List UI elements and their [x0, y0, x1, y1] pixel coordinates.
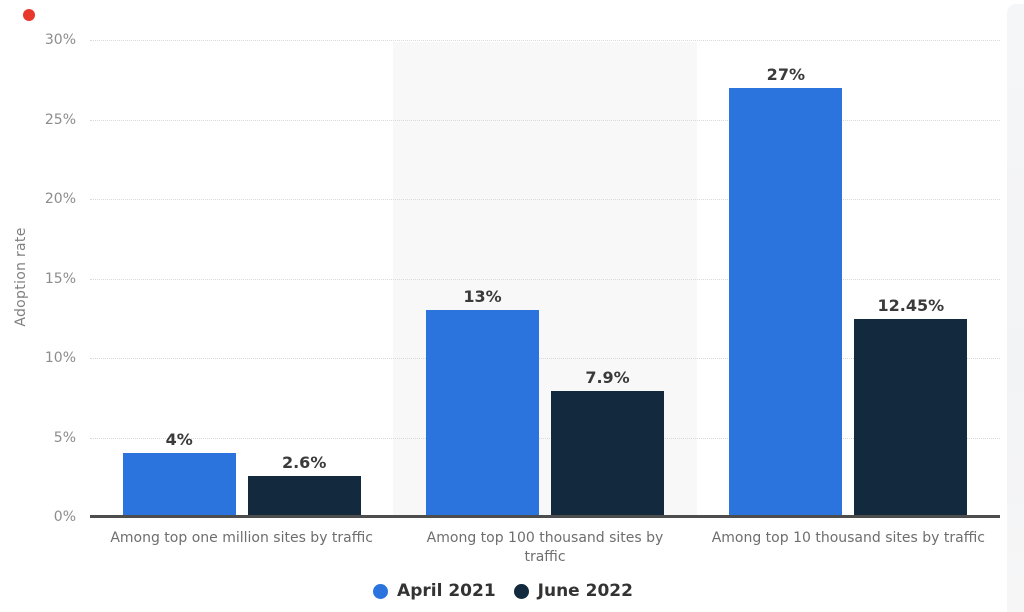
recording-dot-icon	[23, 9, 35, 21]
x-axis-line	[90, 515, 1000, 518]
category-label: Among top one million sites by traffic	[90, 529, 393, 548]
bar-june-2022[interactable]	[247, 475, 361, 517]
bar-april-2021[interactable]	[426, 310, 539, 517]
legend-item-april-2021[interactable]: April 2021	[373, 581, 496, 601]
legend-marker-icon	[373, 583, 389, 599]
gridline	[90, 358, 1000, 359]
legend-marker-icon	[513, 583, 529, 599]
y-tick-label: 15%	[44, 270, 76, 287]
bar-value-label: 2.6%	[281, 452, 327, 472]
gridline	[90, 278, 1000, 280]
legend-item-june-2022[interactable]: June 2022	[513, 581, 633, 601]
bar-april-2021[interactable]	[122, 453, 236, 517]
bar-june-2022[interactable]	[854, 319, 968, 517]
bar-value-label: 7.9%	[585, 368, 630, 388]
category-label: Among top 100 thousand sites by traffic	[393, 529, 696, 567]
legend-label: June 2022	[537, 581, 633, 601]
chart-legend: April 2021 June 2022	[0, 581, 1006, 601]
legend-label: April 2021	[397, 581, 496, 601]
y-tick-label: 10%	[44, 350, 76, 366]
bar-april-2021[interactable]	[729, 87, 843, 517]
bar-value-label: 13%	[463, 287, 502, 307]
category-label-line: traffic	[524, 549, 566, 565]
category-label-line: Among top 100 thousand sites by	[426, 530, 664, 546]
category-label-line: Among top one million sites by traffic	[110, 530, 373, 546]
plot-area: 4% 2.6% 13% 7.9% 27% 12.45%	[90, 40, 1000, 518]
bar-value-label: 4%	[165, 430, 193, 450]
y-tick-label: 5%	[53, 429, 76, 446]
gridline	[90, 40, 1000, 41]
page-edge-strip	[1007, 4, 1024, 612]
y-tick-label: 20%	[44, 191, 76, 207]
bar-value-label: 12.45%	[877, 296, 945, 316]
category-label-line: Among top 10 thousand sites by traffic	[711, 530, 985, 546]
category-label: Among top 10 thousand sites by traffic	[697, 529, 1000, 548]
bar-value-label: 27%	[766, 64, 805, 84]
gridline	[90, 119, 1000, 121]
gridline	[90, 437, 1000, 439]
bar-june-2022[interactable]	[551, 391, 664, 517]
gridline	[90, 199, 1000, 200]
y-tick-label: 30%	[44, 32, 76, 48]
y-tick-label: 0%	[53, 509, 76, 525]
y-tick-label: 25%	[44, 111, 76, 128]
